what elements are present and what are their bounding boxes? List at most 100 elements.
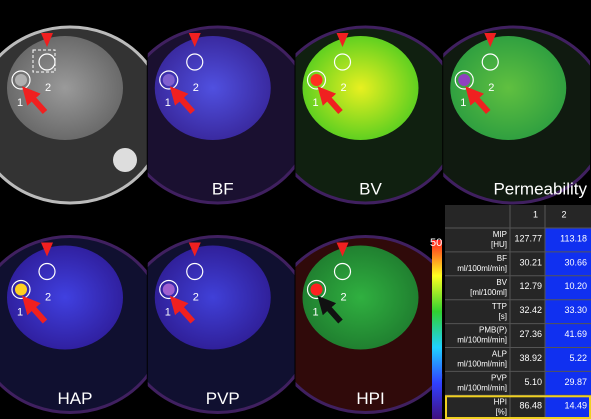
lesion-label: 1 <box>460 97 466 109</box>
spine <box>113 148 137 172</box>
panel-content: 1 2 HAP <box>0 209 147 418</box>
image-panel: 12 <box>0 0 147 209</box>
cell-value: 12.79 <box>519 281 542 291</box>
roi-circle <box>159 279 179 300</box>
cell-value: 86.48 <box>519 401 542 411</box>
panel-content: 1 2 PVP <box>147 209 295 418</box>
lesion-label: 2 <box>488 82 494 94</box>
cell-value: 27.36 <box>519 329 542 339</box>
arrowhead-marker <box>41 33 53 47</box>
lesion-label: 2 <box>193 82 199 94</box>
arrowhead-marker <box>188 242 201 257</box>
arrow <box>169 295 195 324</box>
liver <box>154 36 271 140</box>
cell-value: 41.69 <box>564 329 587 339</box>
cell-value: 113.18 <box>560 233 587 243</box>
liver <box>154 245 271 350</box>
row-highlight <box>445 395 591 419</box>
lesion-label: 2 <box>340 82 346 94</box>
lesion-label: 1 <box>312 306 318 318</box>
roi-circle <box>186 262 204 281</box>
lesion <box>310 74 323 86</box>
lesion <box>162 74 175 86</box>
lesion <box>458 74 471 86</box>
row-unit: ml/100ml/min] <box>457 264 507 273</box>
arrow <box>169 86 195 115</box>
cell-value: 14.49 <box>564 401 587 411</box>
cell-value: 127.77 <box>514 233 542 243</box>
panel-content: 1 2 Permeability <box>443 0 590 209</box>
roi-circle <box>38 262 56 281</box>
row-unit: ml/100ml/min] <box>457 384 507 393</box>
roi-circle <box>11 70 31 90</box>
roi-circle <box>333 53 352 71</box>
arrow <box>21 295 48 324</box>
row-unit: ml/100ml/min] <box>457 336 507 345</box>
image-panel: 1 2 HPI <box>295 209 443 418</box>
image-panel: 1 2 Permeability <box>443 0 590 209</box>
liver <box>302 36 419 140</box>
lesion-label: 1 <box>17 97 23 109</box>
lesion-label: 1 <box>165 306 171 318</box>
row-name: TTP <box>492 302 507 311</box>
panel-label: PVP <box>206 389 240 408</box>
panel-label: HAP <box>58 389 93 408</box>
liver <box>7 36 123 140</box>
image-panel: 1 2 PVP <box>147 209 295 418</box>
cell-value: 32.42 <box>519 305 542 315</box>
roi-circle <box>306 279 327 300</box>
image-panel: 1 2 HAP <box>0 209 147 418</box>
liver <box>302 245 419 350</box>
cell-value: 10.20 <box>564 281 587 291</box>
roi-circle <box>38 53 56 71</box>
row-name: PVP <box>491 374 507 383</box>
lesion-label: 2 <box>340 291 346 303</box>
lesion-label: 2 <box>45 82 51 94</box>
panel-label: BV <box>359 179 382 198</box>
lesion <box>15 74 27 86</box>
arrowhead-marker <box>336 242 349 257</box>
roi-circle <box>159 70 179 90</box>
row-unit: ml/100ml/min] <box>457 360 507 369</box>
arrowhead-marker <box>41 242 53 257</box>
panel-label: BF <box>212 179 234 198</box>
arrow <box>21 86 48 115</box>
lesion-label: 1 <box>165 97 171 109</box>
colorbar <box>432 240 442 419</box>
column-header: 2 <box>561 209 566 219</box>
lesion-label: 2 <box>193 291 199 303</box>
row-name: MIP <box>493 230 507 239</box>
roi-circle <box>454 70 474 90</box>
panel-content: 1 2 BF <box>147 0 295 209</box>
panel-content: 1 2 BV <box>295 0 443 209</box>
panel-label: Permeability <box>493 179 587 198</box>
lesion <box>310 283 323 296</box>
roi-circle <box>481 53 499 71</box>
row-name: BV <box>496 278 507 287</box>
liver <box>450 36 567 140</box>
arrow <box>317 86 343 115</box>
cell-value: 30.21 <box>519 257 542 267</box>
lesion <box>162 283 175 296</box>
lesion-label: 2 <box>45 291 51 303</box>
cell-value: 5.22 <box>569 353 587 363</box>
arrowhead-marker <box>336 33 349 47</box>
row-unit: [%] <box>495 407 507 416</box>
arrowhead-marker <box>484 33 497 47</box>
row-name: BF <box>497 254 507 263</box>
row-name: HPI <box>494 397 507 406</box>
cell-value: 5.10 <box>524 377 542 387</box>
row-unit: [s] <box>499 312 507 321</box>
lesion-label: 1 <box>312 97 318 109</box>
roi-circle <box>333 262 352 281</box>
cell-value: 29.87 <box>564 377 587 387</box>
roi-circle <box>11 279 31 300</box>
lesion-label: 1 <box>17 306 23 318</box>
arrow <box>317 295 343 324</box>
panel-content: 1 2 HPI <box>295 209 443 418</box>
column-header: 1 <box>533 209 538 219</box>
lesion <box>15 283 27 296</box>
